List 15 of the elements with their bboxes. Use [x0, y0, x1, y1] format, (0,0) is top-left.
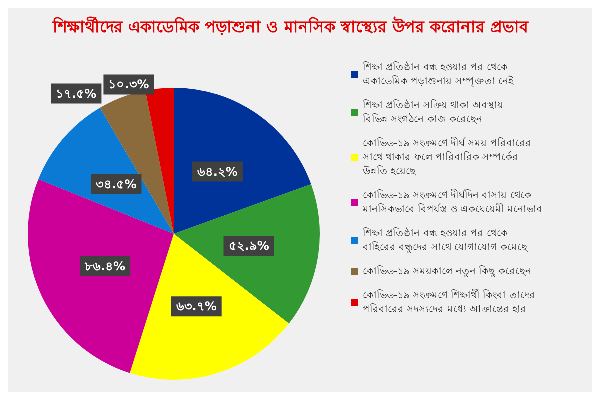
- data-label: ১০.৩%: [108, 78, 150, 92]
- legend-label: কোভিড-১৯ সময়কালে নতুন কিছু করেছেন: [363, 266, 532, 278]
- data-label: ৬৪.২%: [197, 164, 238, 179]
- legend-label: কোভিড-১৯ সংক্রমণে দীর্ঘদিন বাসায় থেকে মানসিকভাবে বিপর্যস্ত ও একঘেয়েমী মনোভাব: [362, 188, 543, 216]
- data-label: ৬৩.৭%: [176, 300, 217, 314]
- legend-label: শিক্ষা প্রতিষ্ঠান বন্ধ হওয়ার পর থেকে একাডেমিক পড়াশুনায় সম্পৃক্ততা নেই: [362, 60, 515, 88]
- data-label: ১৭.৫%: [56, 86, 97, 101]
- data-label: ৫২.৯%: [228, 238, 270, 253]
- data-label: ৮৬.৪%: [84, 259, 126, 274]
- legend-label: কোভিড-১৯ সংক্রমণে শিক্ষার্থী কিংবা তাদের পরিবারের সদস্যদের মধ্যে আক্রান্তের হার: [363, 288, 536, 316]
- data-label: ৩৪.৫%: [96, 177, 137, 192]
- legend-label: শিক্ষা প্রতিষ্ঠান সক্রিয় থাকা অবস্থায় বিভিন্ন সংগঠনে কাজ করেছেন: [362, 98, 505, 126]
- legend-label: শিক্ষা প্রতিষ্ঠান বন্ধ হওয়ার পর থেকে বাহিরের বন্ধুদের সাথে যোগাযোগ কমেছে: [362, 226, 529, 254]
- chart-title: শিক্ষার্থীদের একাডেমিক পড়াশুনা ও মানসিক স্বাস্থ্যের উপর করোনার প্রভাব: [52, 16, 530, 36]
- legend-label: কোভিড-১৯ সংক্রমণে দীর্ঘ সময় পরিবারের সাথে থাকার ফলে পারিবারিক সম্পর্কের উন্নতি হয়েছে: [362, 136, 532, 178]
